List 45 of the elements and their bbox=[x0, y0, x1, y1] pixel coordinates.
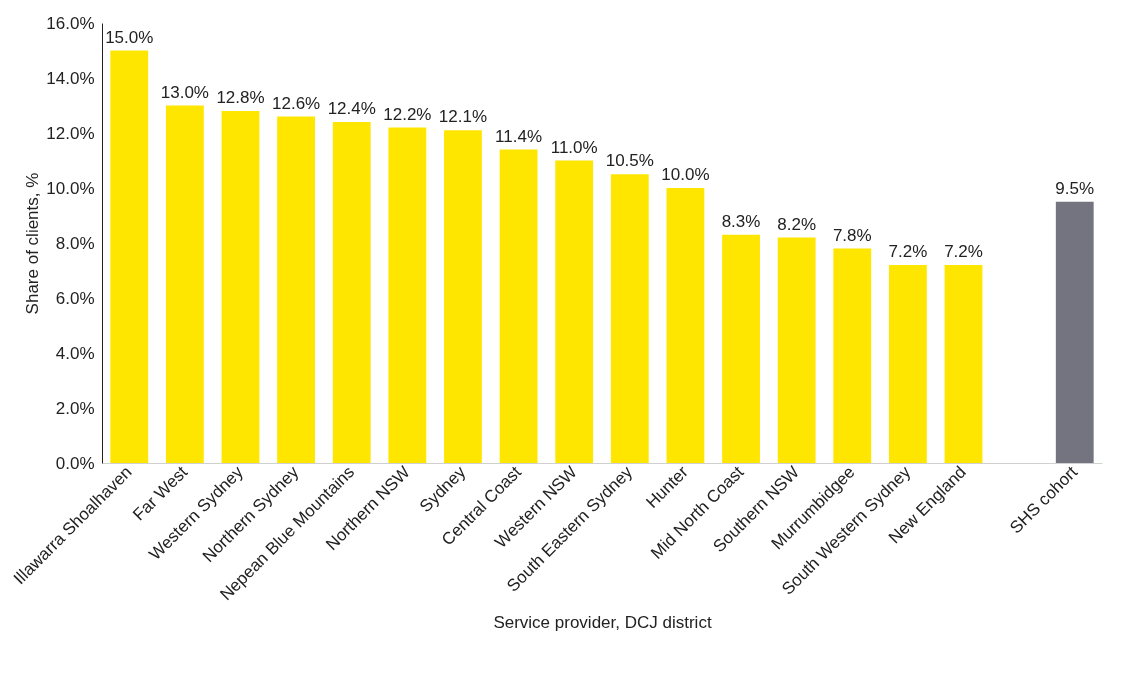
bar bbox=[610, 174, 649, 463]
y-tick-label: 2.0% bbox=[55, 398, 95, 418]
data-label: 15.0% bbox=[105, 27, 154, 47]
bar bbox=[722, 234, 760, 463]
bar bbox=[332, 122, 371, 463]
data-label: 7.2% bbox=[888, 242, 928, 261]
bar bbox=[110, 50, 149, 463]
bar bbox=[888, 265, 927, 463]
bar bbox=[833, 248, 872, 463]
data-label: 13.0% bbox=[160, 82, 209, 102]
data-label: 12.4% bbox=[327, 99, 376, 118]
y-tick-label: 14.0% bbox=[46, 68, 95, 88]
y-axis-title: Share of clients, % bbox=[23, 172, 43, 315]
data-label: 11.4% bbox=[495, 126, 543, 146]
data-label: 9.5% bbox=[1055, 178, 1095, 198]
bar bbox=[277, 116, 316, 463]
data-label: 11.0% bbox=[550, 137, 598, 157]
data-label: 12.8% bbox=[216, 88, 265, 107]
bar bbox=[221, 111, 260, 463]
y-tick-label: 12.0% bbox=[46, 123, 95, 143]
bar bbox=[555, 160, 594, 463]
bar bbox=[165, 105, 204, 463]
data-label: 7.2% bbox=[944, 242, 983, 261]
data-label: 8.3% bbox=[721, 211, 761, 231]
bar bbox=[777, 237, 816, 463]
bar bbox=[444, 130, 482, 463]
data-label: 10.5% bbox=[605, 151, 654, 171]
data-label: 7.8% bbox=[832, 225, 872, 245]
data-label: 8.2% bbox=[777, 214, 817, 234]
y-tick-label: 10.0% bbox=[46, 178, 95, 198]
bar bbox=[388, 127, 427, 463]
data-label: 12.6% bbox=[272, 93, 321, 113]
y-tick-label: 8.0% bbox=[55, 233, 95, 253]
y-tick-label: 6.0% bbox=[55, 288, 95, 308]
y-tick-label: 0.0% bbox=[55, 453, 95, 473]
y-tick-label: 16.0% bbox=[46, 13, 95, 33]
bar bbox=[499, 149, 538, 463]
bar bbox=[1055, 201, 1094, 463]
data-label: 10.0% bbox=[661, 165, 710, 184]
bar bbox=[666, 188, 705, 463]
x-axis-title: Service provider, DCJ district bbox=[493, 613, 712, 633]
bar bbox=[944, 265, 983, 463]
data-label: 12.2% bbox=[383, 104, 432, 124]
y-tick-label: 4.0% bbox=[55, 343, 95, 363]
data-label: 12.1% bbox=[438, 107, 488, 127]
